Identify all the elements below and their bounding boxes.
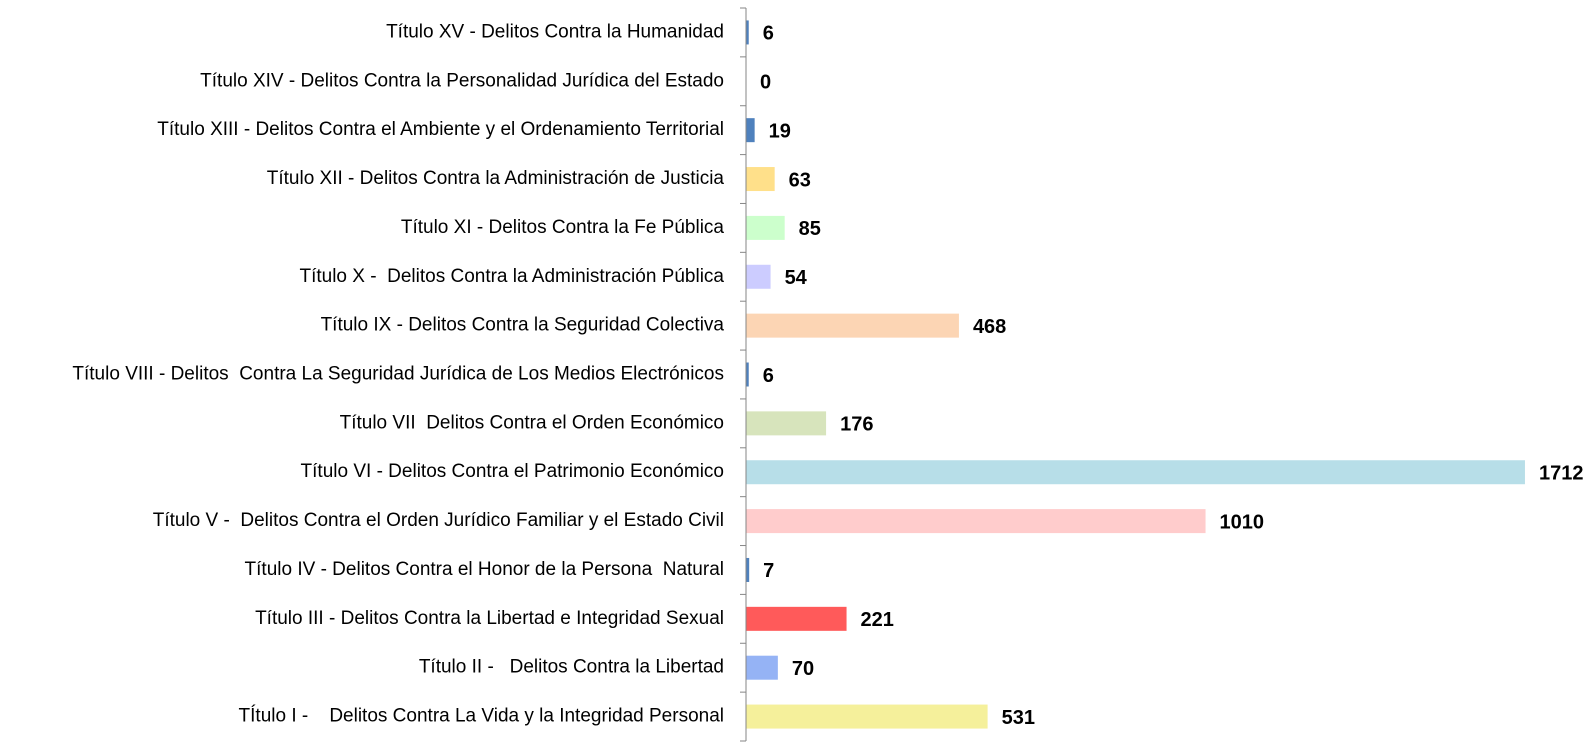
category-label: Título XIV - Delitos Contra la Personali… xyxy=(200,70,724,91)
bar xyxy=(746,509,1206,534)
category-label: Título VI - Delitos Contra el Patrimonio… xyxy=(301,461,724,482)
category-label: Título VII Delitos Contra el Orden Econó… xyxy=(340,412,724,433)
bar xyxy=(746,655,778,680)
value-label: 0 xyxy=(760,72,771,94)
bar xyxy=(746,118,755,143)
value-label: 221 xyxy=(861,609,894,631)
category-label: Título XII - Delitos Contra la Administr… xyxy=(267,168,725,189)
bar xyxy=(746,411,827,436)
bar xyxy=(746,215,785,240)
value-label: 85 xyxy=(799,218,821,240)
category-label: Título V - Delitos Contra el Orden Juríd… xyxy=(153,510,724,531)
value-label: 6 xyxy=(763,23,774,45)
category-label: Título VIII - Delitos Contra La Segurida… xyxy=(72,364,724,385)
bar xyxy=(746,167,775,192)
value-label: 1712 xyxy=(1539,463,1584,485)
category-label: Título IX - Delitos Contra la Seguridad … xyxy=(321,315,725,336)
value-label: 1010 xyxy=(1220,511,1265,533)
value-label: 7 xyxy=(763,560,774,582)
category-label: TÍtulo I - Delitos Contra La Vida y la I… xyxy=(239,706,724,727)
bar xyxy=(746,704,988,729)
bar xyxy=(746,557,750,582)
category-label: Título X - Delitos Contra la Administrac… xyxy=(299,266,724,287)
bar xyxy=(746,606,847,631)
bar xyxy=(746,362,749,387)
value-label: 63 xyxy=(789,169,811,191)
value-label: 54 xyxy=(785,267,808,289)
bar xyxy=(746,20,749,45)
category-label: Título XIII - Delitos Contra el Ambiente… xyxy=(157,119,724,140)
value-label: 176 xyxy=(840,414,873,436)
category-label: Título IV - Delitos Contra el Honor de l… xyxy=(245,559,724,580)
value-label: 70 xyxy=(792,658,814,680)
bar xyxy=(746,460,1525,485)
value-label: 531 xyxy=(1002,707,1035,729)
category-label: Título XV - Delitos Contra la Humanidad xyxy=(386,21,724,42)
value-label: 468 xyxy=(973,316,1006,338)
category-label: Título XI - Delitos Contra la Fe Pública xyxy=(401,217,725,238)
bar xyxy=(746,313,959,338)
value-label: 6 xyxy=(763,365,774,387)
category-label: Título III - Delitos Contra la Libertad … xyxy=(255,608,724,629)
bar xyxy=(746,264,771,289)
category-label: Título II - Delitos Contra la Libertad xyxy=(419,657,724,678)
value-label: 19 xyxy=(769,120,791,142)
